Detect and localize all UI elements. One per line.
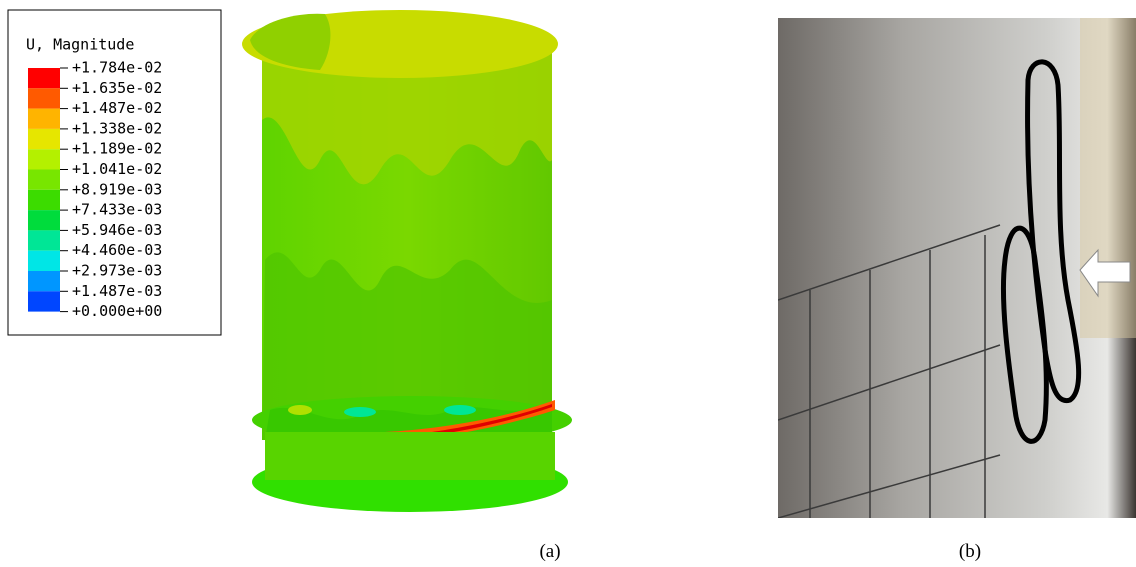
legend-swatch bbox=[28, 251, 60, 271]
legend-label: +1.635e-02 bbox=[72, 79, 162, 97]
legend-swatch bbox=[28, 68, 60, 88]
legend-swatch bbox=[28, 109, 60, 129]
legend-label: +7.433e-03 bbox=[72, 201, 162, 219]
legend-label: +1.487e-02 bbox=[72, 99, 162, 117]
photo bbox=[778, 18, 1136, 518]
legend-label: +1.487e-03 bbox=[72, 282, 162, 300]
legend-swatch bbox=[28, 149, 60, 169]
legend-swatch bbox=[28, 230, 60, 250]
legend-title: U, Magnitude bbox=[26, 36, 134, 54]
legend-label: +1.189e-02 bbox=[72, 140, 162, 158]
legend-swatch bbox=[28, 88, 60, 108]
legend-label: +1.338e-02 bbox=[72, 119, 162, 137]
legend-label: +1.041e-02 bbox=[72, 160, 162, 178]
legend-swatch bbox=[28, 129, 60, 149]
legend-label: +5.946e-03 bbox=[72, 221, 162, 239]
legend-swatch bbox=[28, 271, 60, 291]
legend-label: +4.460e-03 bbox=[72, 241, 162, 259]
caption: (b) bbox=[959, 541, 981, 562]
fea-cylinder bbox=[242, 10, 572, 512]
legend-label: +2.973e-03 bbox=[72, 262, 162, 280]
legend-swatch bbox=[28, 291, 60, 311]
legend-label: +1.784e-02 bbox=[72, 59, 162, 77]
figure: U, Magnitude +1.784e-02 +1.635e-02 +1.487e… bbox=[0, 0, 1136, 567]
legend-swatch bbox=[28, 210, 60, 230]
legend-label: +8.919e-03 bbox=[72, 180, 162, 198]
legend-swatch bbox=[28, 170, 60, 190]
caption: (a) bbox=[539, 541, 560, 562]
legend-label: +0.000e+00 bbox=[72, 302, 162, 320]
legend-swatch bbox=[28, 190, 60, 210]
